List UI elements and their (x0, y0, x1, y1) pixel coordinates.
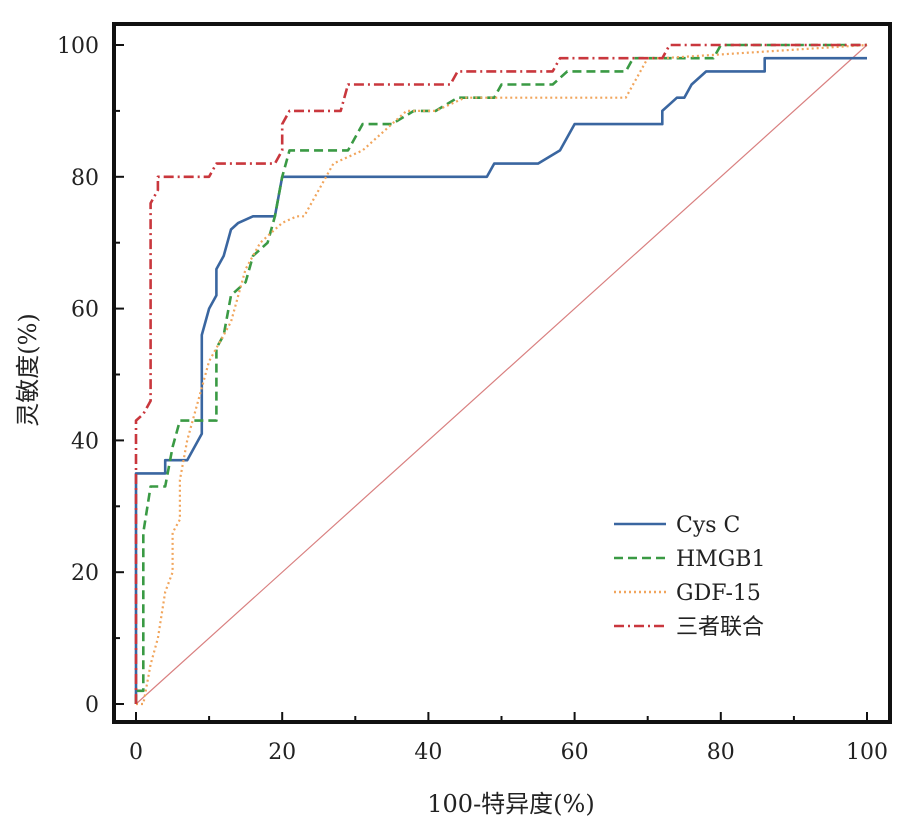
series-group (134, 43, 868, 706)
series-line-hmgb1 (134, 43, 867, 704)
x-tick-label: 20 (268, 740, 296, 765)
series-line-三者联合 (134, 43, 867, 704)
x-tick-label: 100 (846, 740, 888, 765)
legend-label: GDF-15 (676, 581, 761, 606)
x-tick-label: 80 (707, 740, 735, 765)
series-line-cys-c (134, 56, 867, 704)
reference-diagonal (135, 44, 868, 705)
y-axis-title: 灵敏度(%) (14, 313, 42, 427)
axis-ticks: 0 20 40 60 80 100 0 20 40 60 80 100 (57, 34, 888, 765)
legend-label: HMGB1 (676, 547, 765, 572)
y-tick-label: 100 (57, 34, 99, 59)
y-tick-label: 20 (71, 561, 99, 586)
y-tick-label: 60 (71, 298, 99, 323)
series-line-gdf-15 (136, 43, 868, 706)
legend: Cys C HMGB1 GDF-15 三者联合 (614, 513, 765, 640)
x-axis-title: 100-特异度(%) (427, 790, 594, 818)
y-tick-label: 80 (71, 166, 99, 191)
legend-label: Cys C (676, 513, 740, 538)
x-tick-label: 40 (414, 740, 442, 765)
reference-line (135, 44, 868, 705)
y-tick-label: 40 (71, 429, 99, 454)
x-tick-label: 0 (129, 740, 143, 765)
legend-label: 三者联合 (676, 615, 764, 640)
x-tick-label: 60 (561, 740, 589, 765)
y-tick-label: 0 (85, 693, 99, 718)
